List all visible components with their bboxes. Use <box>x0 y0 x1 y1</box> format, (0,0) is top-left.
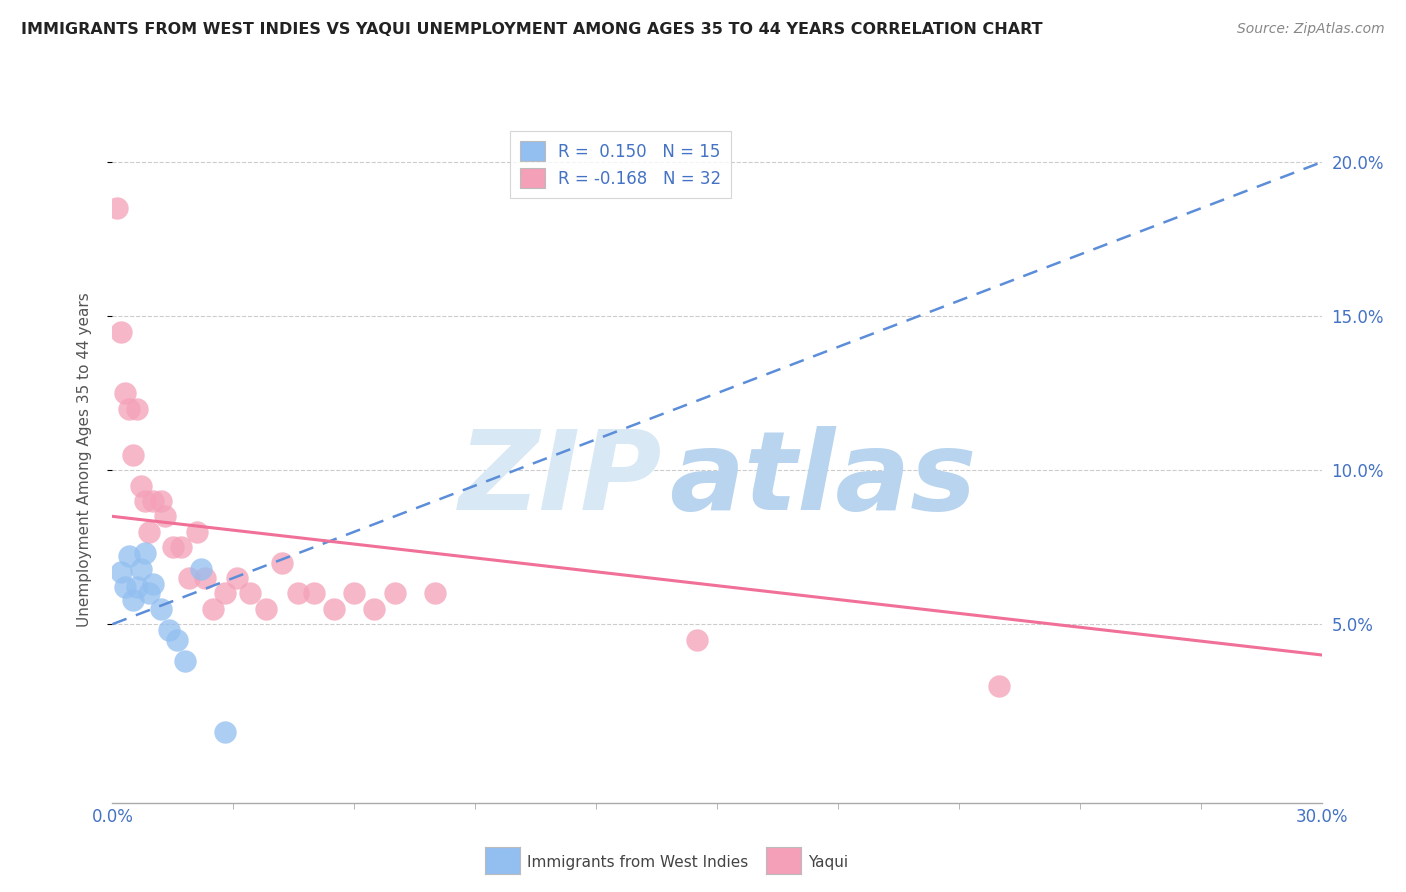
Point <box>363 601 385 615</box>
Text: Yaqui: Yaqui <box>808 855 849 870</box>
Point <box>125 401 148 416</box>
Point <box>686 632 709 647</box>
Legend: R =  0.150   N = 15, R = -0.168   N = 32: R = 0.150 N = 15, R = -0.168 N = 32 <box>509 131 731 199</box>
Point <box>153 509 176 524</box>
Point <box>190 562 212 576</box>
Point <box>302 586 325 600</box>
Point <box>114 386 136 401</box>
Point <box>121 448 143 462</box>
Point <box>162 540 184 554</box>
Point <box>186 524 208 539</box>
Point <box>105 202 128 216</box>
Point <box>988 679 1011 693</box>
Point <box>170 540 193 554</box>
Point <box>254 601 277 615</box>
Text: ZIP: ZIP <box>460 426 662 533</box>
Point <box>323 601 346 615</box>
Point <box>134 494 156 508</box>
Text: Source: ZipAtlas.com: Source: ZipAtlas.com <box>1237 22 1385 37</box>
Y-axis label: Unemployment Among Ages 35 to 44 years: Unemployment Among Ages 35 to 44 years <box>77 292 91 627</box>
Text: IMMIGRANTS FROM WEST INDIES VS YAQUI UNEMPLOYMENT AMONG AGES 35 TO 44 YEARS CORR: IMMIGRANTS FROM WEST INDIES VS YAQUI UNE… <box>21 22 1043 37</box>
Point <box>142 577 165 591</box>
Point <box>129 478 152 492</box>
Point <box>117 401 139 416</box>
Point <box>238 586 260 600</box>
Point <box>166 632 188 647</box>
Point <box>138 586 160 600</box>
Point <box>423 586 446 600</box>
Point <box>117 549 139 564</box>
Point <box>287 586 309 600</box>
Point <box>157 624 180 638</box>
Text: Immigrants from West Indies: Immigrants from West Indies <box>527 855 748 870</box>
Point <box>270 556 292 570</box>
Text: atlas: atlas <box>669 426 976 533</box>
Point <box>110 325 132 339</box>
Point <box>384 586 406 600</box>
Point <box>134 546 156 560</box>
Point <box>226 571 249 585</box>
Point <box>138 524 160 539</box>
Point <box>110 565 132 579</box>
Point <box>149 601 172 615</box>
Point <box>129 562 152 576</box>
Point <box>174 654 197 668</box>
Point <box>343 586 366 600</box>
Point <box>194 571 217 585</box>
Point <box>177 571 200 585</box>
Point <box>121 592 143 607</box>
Point <box>149 494 172 508</box>
Point <box>142 494 165 508</box>
Point <box>114 580 136 594</box>
Point <box>125 580 148 594</box>
Point <box>214 725 236 739</box>
Point <box>214 586 236 600</box>
Point <box>202 601 225 615</box>
